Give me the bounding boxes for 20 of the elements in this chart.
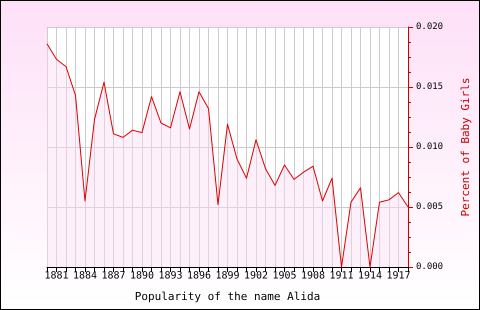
x-tick-label: 1917 <box>386 270 411 282</box>
x-tick-label: 1881 <box>44 270 69 282</box>
x-tick-label: 1908 <box>300 270 326 282</box>
y-tick-label: 0.020 <box>416 22 444 32</box>
y-tick-label: 0.010 <box>416 142 444 152</box>
y-axis-title: Percent of Baby Girls <box>459 77 472 217</box>
x-tick-label: 1902 <box>244 270 268 282</box>
x-axis-title: Popularity of the name Alida <box>134 290 320 303</box>
y-tick-label: 0.005 <box>416 202 444 212</box>
x-tick-label: 1905 <box>272 270 297 282</box>
x-tick-label: 1899 <box>215 270 240 282</box>
x-tick-label: 1893 <box>158 270 183 282</box>
y-tick-label: 0.015 <box>416 82 444 92</box>
x-tick-label: 1890 <box>130 270 154 282</box>
x-tick-label: 1896 <box>186 270 212 282</box>
x-tick-label: 1911 <box>329 270 354 282</box>
x-tick-label: 1887 <box>101 270 126 282</box>
x-tick-label: 1884 <box>72 270 98 282</box>
x-tick-label: 1914 <box>358 270 382 282</box>
y-tick-label: 0.000 <box>416 262 444 272</box>
